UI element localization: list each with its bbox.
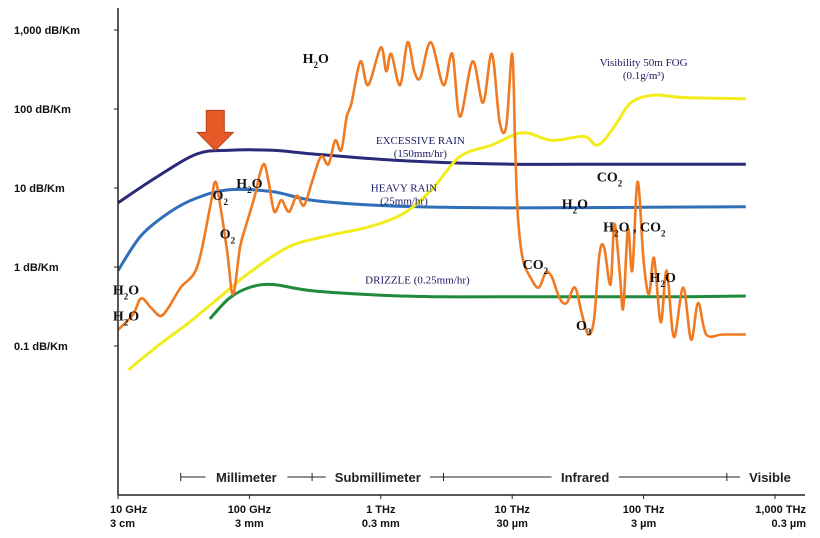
- curve-label: DRIZZLE (0.25mm/hr): [365, 274, 470, 286]
- band-label-background: [740, 468, 800, 485]
- molecule-label: H2O: [650, 271, 676, 289]
- molecule-label: H2O: [113, 283, 139, 301]
- y-tick-label: 10 dB/Km: [14, 183, 65, 195]
- curve-label: (150mm/hr): [394, 148, 447, 160]
- molecule-label: O3: [576, 319, 592, 337]
- band-group: Millimeter Submillimeter Infrared Visible: [180, 468, 800, 485]
- down-arrow-icon: [196, 109, 235, 152]
- curve-label: (25mm/hr): [380, 196, 428, 208]
- series-line-visibility-50m-fog-0-1g-m: [127, 93, 746, 371]
- series-line-excessive-rain-150mm-hr: [118, 148, 746, 205]
- x-tick-label-frequency: 10 THz: [494, 504, 530, 516]
- band-label: Infrared: [561, 470, 609, 485]
- series-line-drizzle-0-25mm-hr: [208, 282, 746, 320]
- molecule-label: CO2: [523, 258, 549, 276]
- axes-group: 1,000 dB/Km 100 dB/Km 10 dB/Km 1 dB/Km 0.1 d…: [14, 8, 806, 530]
- y-tick-label: 1,000 dB/Km: [14, 25, 80, 37]
- x-tick-label-frequency: 10 GHz: [110, 504, 148, 516]
- band-label: Millimeter: [216, 470, 277, 485]
- molecule-label: H2O: [562, 198, 588, 216]
- series-group: [118, 40, 746, 371]
- band-label-background: [205, 468, 288, 485]
- x-tick-label-wavelength: 3 µm: [631, 518, 657, 530]
- curve-label: HEAVY RAIN: [371, 183, 437, 195]
- annotation-group: H2O O2 H2O O2 H2O H2O CO2 H2O CO2 H2O , CO2 H2O O3 E…: [113, 52, 688, 337]
- molecule-label: H2O: [236, 177, 262, 195]
- x-tick-label-wavelength: 3 mm: [235, 518, 264, 530]
- x-tick-label-frequency: 100 THz: [623, 504, 665, 516]
- molecule-label: O2: [220, 227, 236, 245]
- molecule-label: H2O , CO2: [603, 221, 666, 239]
- band-label: Submillimeter: [335, 470, 421, 485]
- x-tick-label-wavelength: 0.3 mm: [362, 518, 400, 530]
- curve-label: EXCESSIVE RAIN: [376, 135, 465, 147]
- band-label-background: [551, 468, 619, 485]
- y-tick-label: 0.1 dB/Km: [14, 341, 68, 353]
- x-tick-label-frequency: 1 THz: [366, 504, 396, 516]
- y-tick-label: 100 dB/Km: [14, 104, 71, 116]
- curve-label: (0.1g/m³): [623, 70, 665, 82]
- x-tick-label-wavelength: 3 cm: [110, 518, 135, 530]
- curve-label: Visibility 50m FOG: [600, 57, 688, 69]
- x-tick-label-frequency: 1,000 THz: [755, 504, 806, 516]
- molecule-label: O2: [213, 189, 229, 207]
- x-tick-label-wavelength: 30 µm: [496, 518, 528, 530]
- series-line-molecular-absorption: [118, 40, 746, 342]
- band-label-background: [325, 468, 430, 485]
- band-label: Visible: [749, 470, 791, 485]
- molecule-label: H2O: [113, 310, 139, 328]
- molecule-label: CO2: [597, 171, 623, 189]
- molecule-label: H2O: [303, 52, 329, 70]
- y-tick-label: 1 dB/Km: [14, 262, 59, 274]
- x-tick-label-wavelength: 0.3 µm: [772, 518, 807, 530]
- x-tick-label-frequency: 100 GHz: [228, 504, 272, 516]
- series-line-heavy-rain-25mm-hr: [118, 187, 746, 272]
